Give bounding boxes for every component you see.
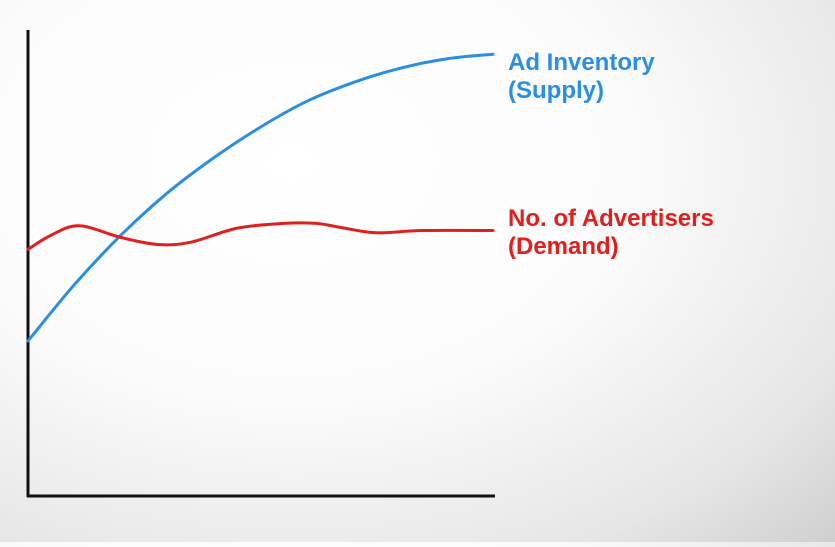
demand-series-label: No. of Advertisers (Demand) (508, 205, 714, 261)
supply-label-line2: (Supply) (508, 77, 604, 104)
supply-label-line1: Ad Inventory (508, 49, 655, 76)
demand-label-line1: No. of Advertisers (508, 205, 714, 232)
supply-series-label: Ad Inventory (Supply) (508, 49, 655, 105)
demand-label-line2: (Demand) (508, 233, 619, 260)
supply-series-line (26, 52, 495, 343)
demand-series-line (26, 221, 495, 251)
